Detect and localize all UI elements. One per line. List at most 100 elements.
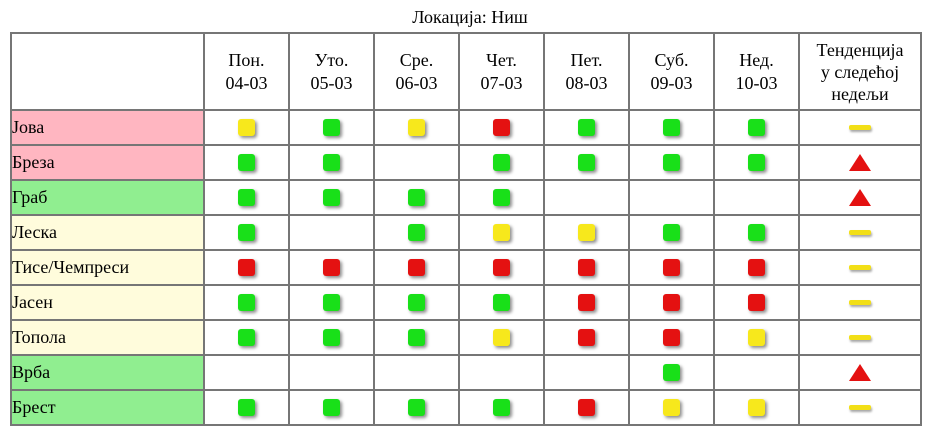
level-cell <box>203 319 290 356</box>
green-level-indicator <box>748 154 765 172</box>
green-level-indicator <box>323 154 340 172</box>
level-cell <box>713 319 800 356</box>
plant-name: Брест <box>10 389 205 426</box>
table-row: Јасен <box>10 284 922 321</box>
level-cell <box>288 354 375 391</box>
green-level-indicator <box>323 294 340 312</box>
plant-name: Тисе/Чемпреси <box>10 249 205 286</box>
level-cell <box>373 214 460 251</box>
level-cell <box>458 354 545 391</box>
day-header: Пет. 08-03 <box>543 32 630 111</box>
table-row: Брест <box>10 389 922 426</box>
trend-cell <box>798 389 922 426</box>
day-header: Сре. 06-03 <box>373 32 460 111</box>
green-level-indicator <box>663 119 680 137</box>
plant-name: Топола <box>10 319 205 356</box>
red-level-indicator <box>663 259 680 277</box>
green-level-indicator <box>238 154 255 172</box>
red-level-indicator <box>493 259 510 277</box>
red-level-indicator <box>578 329 595 347</box>
green-level-indicator <box>408 329 425 347</box>
table-body: Јова Бреза Граб Леска Тисе/Чемпреси Јасен Топо… <box>10 109 922 426</box>
level-cell <box>543 179 630 216</box>
yellow-level-indicator <box>238 119 255 137</box>
level-cell <box>628 389 715 426</box>
trend-steady-icon <box>849 335 871 341</box>
level-cell <box>713 249 800 286</box>
day-date: 04-03 <box>225 72 268 93</box>
red-level-indicator <box>493 119 510 137</box>
plant-name: Леска <box>10 214 205 251</box>
level-cell <box>288 109 375 146</box>
level-cell <box>713 284 800 321</box>
day-name: Чет. <box>486 49 517 70</box>
yellow-level-indicator <box>748 399 765 417</box>
trend-steady-icon <box>849 230 871 236</box>
green-level-indicator <box>323 329 340 347</box>
trend-up-icon <box>849 154 871 172</box>
day-date: 05-03 <box>310 72 353 93</box>
green-level-indicator <box>323 399 340 417</box>
level-cell <box>543 144 630 181</box>
green-level-indicator <box>493 189 510 207</box>
level-cell <box>373 354 460 391</box>
green-level-indicator <box>663 364 680 382</box>
trend-steady-icon <box>849 300 871 306</box>
corner-cell <box>10 32 205 111</box>
red-level-indicator <box>748 294 765 312</box>
level-cell <box>628 249 715 286</box>
trend-header: Тенденција у следећој недељи <box>798 32 922 111</box>
level-cell <box>458 249 545 286</box>
green-level-indicator <box>408 189 425 207</box>
location-title: Локација: Ниш <box>412 7 528 27</box>
green-level-indicator <box>578 154 595 172</box>
red-level-indicator <box>578 399 595 417</box>
level-cell <box>543 214 630 251</box>
day-date: 06-03 <box>395 72 438 93</box>
red-level-indicator <box>578 259 595 277</box>
level-cell <box>203 389 290 426</box>
plant-name: Јова <box>10 109 205 146</box>
level-cell <box>203 179 290 216</box>
level-cell <box>373 144 460 181</box>
level-cell <box>543 249 630 286</box>
table-row: Тисе/Чемпреси <box>10 249 922 286</box>
trend-cell <box>798 354 922 391</box>
green-level-indicator <box>408 294 425 312</box>
level-cell <box>543 284 630 321</box>
level-cell <box>373 249 460 286</box>
trend-cell <box>798 214 922 251</box>
red-level-indicator <box>748 259 765 277</box>
day-header: Пон. 04-03 <box>203 32 290 111</box>
level-cell <box>458 179 545 216</box>
level-cell <box>288 179 375 216</box>
green-level-indicator <box>493 154 510 172</box>
green-level-indicator <box>238 189 255 207</box>
table-row: Леска <box>10 214 922 251</box>
trend-header-line: недељи <box>831 83 889 104</box>
level-cell <box>713 109 800 146</box>
level-cell <box>288 249 375 286</box>
day-date: 08-03 <box>565 72 608 93</box>
green-level-indicator <box>323 119 340 137</box>
trend-cell <box>798 179 922 216</box>
trend-up-icon <box>849 189 871 207</box>
green-level-indicator <box>238 329 255 347</box>
day-date: 09-03 <box>650 72 693 93</box>
level-cell <box>203 144 290 181</box>
plant-name: Јасен <box>10 284 205 321</box>
trend-cell <box>798 284 922 321</box>
level-cell <box>543 319 630 356</box>
day-name: Пет. <box>570 49 603 70</box>
level-cell <box>713 214 800 251</box>
header-row: Пон. 04-03 Уто. 05-03 Сре. 06-03 Чет. 07-03 Пет.… <box>10 32 922 111</box>
level-cell <box>203 109 290 146</box>
day-header: Суб. 09-03 <box>628 32 715 111</box>
red-level-indicator <box>578 294 595 312</box>
trend-cell <box>798 109 922 146</box>
level-cell <box>288 319 375 356</box>
day-date: 10-03 <box>735 72 778 93</box>
level-cell <box>628 354 715 391</box>
level-cell <box>373 109 460 146</box>
red-level-indicator <box>408 259 425 277</box>
